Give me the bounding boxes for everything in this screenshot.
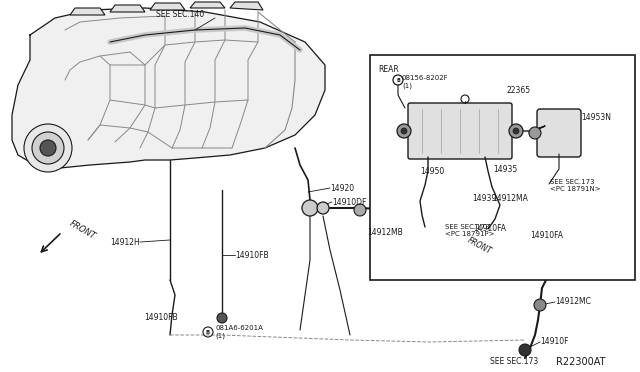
Text: 14910FA: 14910FA: [530, 231, 563, 240]
Polygon shape: [150, 3, 185, 10]
Circle shape: [354, 204, 366, 216]
Circle shape: [302, 200, 318, 216]
Text: 08156-8202F
(1): 08156-8202F (1): [402, 75, 449, 89]
Polygon shape: [12, 8, 325, 168]
Text: 081A6-6201A
(1): 081A6-6201A (1): [215, 325, 263, 339]
Text: FRONT: FRONT: [68, 219, 97, 241]
Circle shape: [509, 124, 523, 138]
Text: SEE SEC.173: SEE SEC.173: [490, 357, 538, 366]
Text: 14939: 14939: [472, 193, 496, 202]
Text: B: B: [206, 330, 210, 334]
Text: SEE SEC.140: SEE SEC.140: [156, 10, 204, 19]
Circle shape: [317, 202, 329, 214]
Circle shape: [217, 313, 227, 323]
Text: 14912MA: 14912MA: [492, 193, 528, 202]
Polygon shape: [70, 8, 105, 15]
Text: 22365: 22365: [507, 86, 531, 94]
Bar: [370, 55, 635, 280]
Circle shape: [534, 299, 546, 311]
Circle shape: [517, 215, 527, 225]
Text: 14912MB: 14912MB: [367, 228, 403, 237]
Polygon shape: [190, 2, 225, 8]
Circle shape: [454, 205, 470, 221]
FancyBboxPatch shape: [537, 109, 581, 157]
Polygon shape: [230, 2, 263, 10]
Text: 14953N: 14953N: [581, 112, 611, 122]
Text: 14920: 14920: [330, 183, 354, 192]
Text: 14910DF: 14910DF: [332, 198, 366, 206]
Circle shape: [393, 203, 407, 217]
Circle shape: [493, 208, 503, 218]
Circle shape: [513, 128, 519, 134]
Text: R22300AT: R22300AT: [556, 357, 605, 367]
Text: 14935: 14935: [493, 164, 517, 173]
Text: 14912MC: 14912MC: [555, 298, 591, 307]
Text: 14910FB: 14910FB: [145, 314, 178, 323]
Circle shape: [40, 140, 56, 156]
Circle shape: [401, 128, 407, 134]
Text: 14912H: 14912H: [110, 237, 140, 247]
Circle shape: [24, 124, 72, 172]
Circle shape: [529, 127, 541, 139]
Circle shape: [519, 344, 531, 356]
Text: 14910FA: 14910FA: [474, 224, 506, 232]
Text: SEE SEC.173
<PC 18791P>: SEE SEC.173 <PC 18791P>: [445, 224, 495, 237]
Circle shape: [32, 132, 64, 164]
Text: REAR: REAR: [378, 65, 399, 74]
Circle shape: [397, 124, 411, 138]
Polygon shape: [110, 5, 145, 12]
Text: 14910F: 14910F: [540, 337, 568, 346]
Circle shape: [458, 209, 466, 217]
Text: B: B: [396, 77, 400, 83]
Text: SEE SEC.173
<PC 18791N>: SEE SEC.173 <PC 18791N>: [550, 179, 600, 192]
Text: 14950: 14950: [420, 167, 444, 176]
Text: FRONT: FRONT: [466, 236, 493, 256]
FancyBboxPatch shape: [408, 103, 512, 159]
Text: 14910FB: 14910FB: [235, 250, 269, 260]
